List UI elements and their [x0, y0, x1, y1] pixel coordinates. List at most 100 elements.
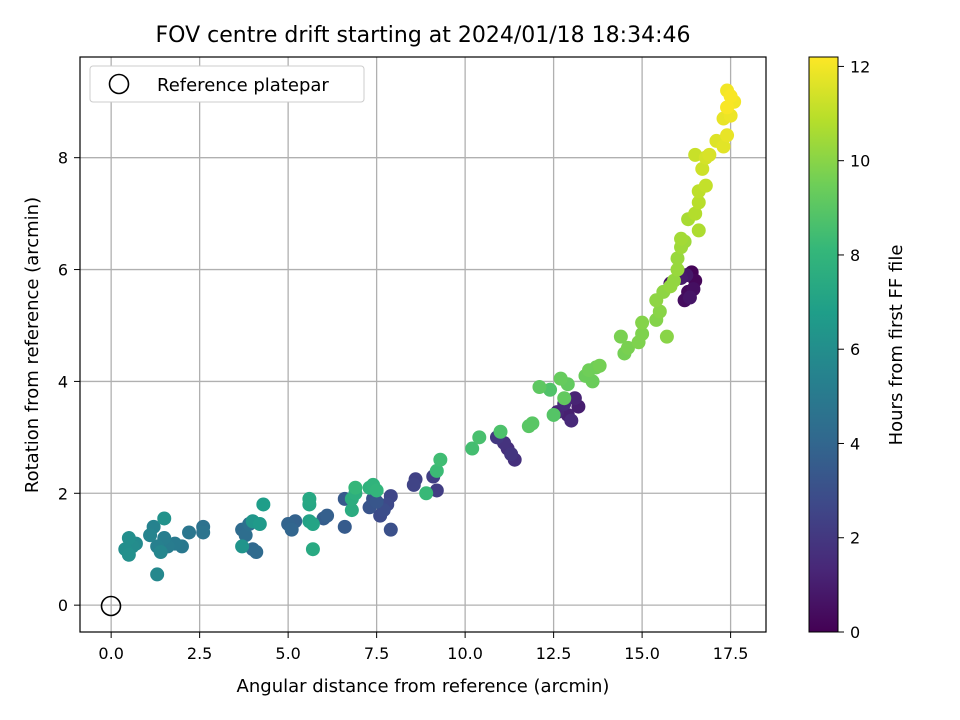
plot-frame: [79, 56, 767, 633]
data-point: [157, 511, 172, 526]
x-tick-label: 12.5: [536, 644, 572, 663]
data-point: [182, 525, 197, 540]
data-point: [143, 528, 158, 543]
data-point: [504, 447, 519, 462]
y-tick-label: 0: [58, 596, 68, 615]
data-point: [670, 251, 685, 266]
data-point: [121, 547, 136, 562]
data-point: [723, 89, 738, 104]
data-points: [118, 83, 742, 582]
x-tick-label: 5.0: [275, 644, 300, 663]
data-point: [567, 391, 582, 406]
data-point: [635, 326, 650, 341]
data-point: [716, 139, 731, 154]
data-point: [369, 483, 384, 498]
data-point: [720, 128, 735, 143]
y-tick-label: 2: [58, 484, 68, 503]
data-point: [543, 382, 558, 397]
data-point: [472, 430, 487, 445]
data-point: [698, 178, 713, 193]
data-point: [532, 380, 547, 395]
data-point: [369, 494, 384, 509]
data-point: [682, 290, 697, 305]
y-tick-label: 4: [58, 372, 68, 391]
x-axis-ticks: 0.0 2.5 5.0 7.5 10.0 12.5 15.0 17.5: [98, 632, 748, 663]
colorbar-tick-label: 8: [850, 246, 860, 265]
y-tick-label: 8: [58, 149, 68, 168]
data-point: [406, 477, 421, 492]
colorbar-tick-label: 4: [850, 434, 860, 453]
x-axis-label: Angular distance from reference (arcmin): [237, 676, 610, 697]
x-tick-label: 0.0: [98, 644, 123, 663]
colorbar-ticks: 0 2 4 6 8 10 12: [838, 57, 870, 642]
data-point: [150, 567, 165, 582]
reference-marker: [100, 595, 122, 617]
data-point: [695, 161, 710, 176]
data-point: [348, 480, 363, 495]
data-point: [691, 223, 706, 238]
data-point: [691, 195, 706, 210]
data-point: [493, 424, 508, 439]
data-point: [674, 231, 689, 246]
colorbar: [808, 56, 839, 633]
colorbar-label: Hours from first FF file: [886, 245, 907, 446]
data-point: [320, 508, 335, 523]
data-point: [284, 522, 299, 537]
x-tick-label: 7.5: [364, 644, 389, 663]
data-point: [546, 407, 561, 422]
colorbar-tick-label: 2: [850, 529, 860, 548]
y-tick-label: 6: [58, 261, 68, 280]
data-point: [238, 528, 253, 543]
legend: Reference platepar: [89, 65, 365, 103]
data-point: [305, 517, 320, 532]
colorbar-tick-label: 6: [850, 340, 860, 359]
data-point: [196, 525, 211, 540]
y-axis-ticks: 0 2 4 6 8: [58, 149, 80, 615]
data-point: [585, 374, 600, 389]
data-point: [720, 100, 735, 115]
data-point: [252, 517, 267, 532]
data-point: [433, 452, 448, 467]
data-point: [337, 519, 352, 534]
legend-box: [89, 65, 365, 103]
data-point: [344, 503, 359, 518]
data-point: [557, 391, 572, 406]
data-point: [670, 262, 685, 277]
colorbar-tick-label: 10: [850, 152, 870, 171]
y-axis-label: Rotation from reference (arcmin): [22, 197, 43, 493]
x-tick-label: 2.5: [187, 644, 212, 663]
data-point: [613, 329, 628, 344]
data-point: [429, 463, 444, 478]
data-point: [525, 416, 540, 431]
data-point: [302, 491, 317, 506]
data-point: [429, 483, 444, 498]
colorbar-tick-label: 12: [850, 57, 870, 76]
x-tick-label: 15.0: [624, 644, 660, 663]
data-point: [121, 531, 136, 546]
data-point: [592, 358, 607, 373]
grid-lines: [80, 57, 766, 632]
data-point: [235, 539, 250, 554]
data-point: [256, 497, 271, 512]
data-point: [688, 206, 703, 221]
chart-title: FOV centre drift starting at 2024/01/18 …: [156, 23, 691, 48]
legend-marker: [108, 73, 130, 95]
data-point: [659, 329, 674, 344]
data-point: [666, 273, 681, 288]
data-point: [553, 371, 568, 386]
colorbar-tick-label: 0: [850, 623, 860, 642]
data-point: [249, 545, 264, 560]
x-tick-label: 10.0: [447, 644, 483, 663]
data-point: [702, 147, 717, 162]
data-point: [419, 486, 434, 501]
data-point: [564, 413, 579, 428]
data-point: [635, 315, 650, 330]
data-point: [620, 340, 635, 355]
x-tick-label: 17.5: [713, 644, 749, 663]
data-point: [652, 304, 667, 319]
data-point: [688, 147, 703, 162]
legend-entry: Reference platepar: [157, 75, 329, 96]
data-point: [465, 441, 480, 456]
data-point: [305, 542, 320, 557]
